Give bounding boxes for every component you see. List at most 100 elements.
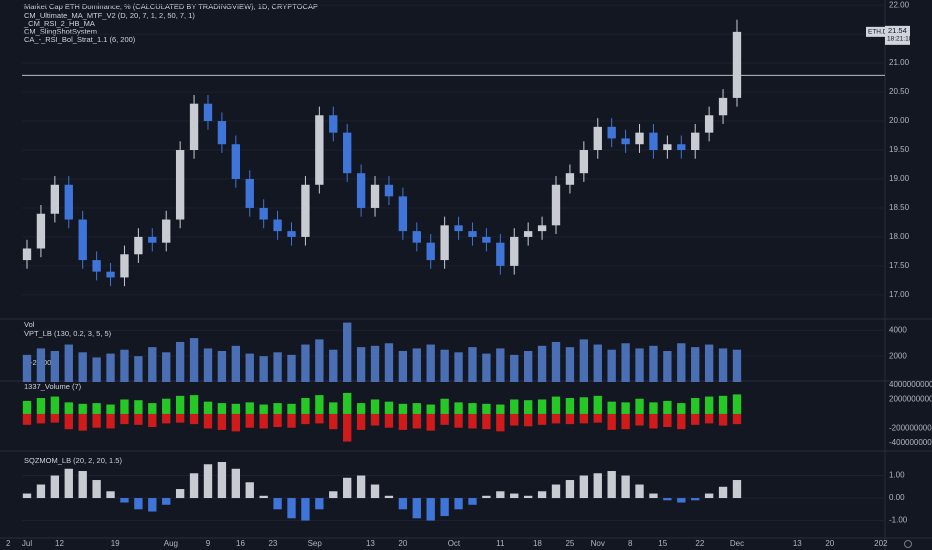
pane-title: 1337_Volume (7) <box>24 382 82 391</box>
candle-body <box>384 184 394 197</box>
bar <box>329 413 338 430</box>
bar <box>64 344 73 382</box>
y-tick-label: 18.50 <box>889 203 910 212</box>
x-tick-label: 13 <box>793 539 802 548</box>
bar <box>691 413 700 425</box>
bar <box>175 413 185 423</box>
candle-body <box>677 144 686 151</box>
bar <box>621 402 630 414</box>
candle-body <box>523 231 533 237</box>
candle-body <box>64 184 73 220</box>
y-tick-label: 17.50 <box>889 261 910 270</box>
bar <box>370 484 380 499</box>
x-tick-label: 13 <box>366 539 375 548</box>
candle-body <box>189 103 199 151</box>
bar <box>412 403 421 414</box>
candle-body <box>287 231 296 237</box>
bar <box>621 475 630 499</box>
candle-body <box>649 132 658 151</box>
bar <box>510 354 519 382</box>
bar <box>315 498 324 510</box>
bar <box>231 345 241 382</box>
countdown: 18:21:18 <box>887 36 913 43</box>
bar <box>189 338 199 382</box>
bar <box>245 402 254 414</box>
candle-body <box>175 150 185 220</box>
bar <box>426 498 435 521</box>
bar <box>203 348 213 382</box>
bar <box>691 498 700 501</box>
bar <box>565 347 575 382</box>
bar <box>496 413 505 432</box>
bar <box>482 495 491 499</box>
bar <box>343 392 352 414</box>
price-label: 21.54 <box>888 26 907 35</box>
candle-body <box>537 225 547 232</box>
bar <box>50 413 60 423</box>
candle-body <box>120 254 129 278</box>
bar <box>677 403 686 414</box>
bar <box>551 484 561 499</box>
x-tick-label: 19 <box>111 539 120 548</box>
bar <box>203 464 213 499</box>
bar <box>245 353 254 382</box>
candle-body <box>398 196 408 232</box>
bar <box>370 399 380 414</box>
bar <box>287 403 296 414</box>
bar <box>217 413 227 430</box>
bar <box>704 413 714 424</box>
y-tick-label: -4000000000.00 <box>889 438 932 447</box>
bar <box>78 413 87 431</box>
candle-body <box>635 132 644 145</box>
bar <box>120 349 129 382</box>
bar <box>287 413 296 428</box>
bar <box>92 357 101 382</box>
bar <box>329 491 338 499</box>
bar <box>677 413 686 430</box>
bar <box>537 413 547 425</box>
candle-body <box>329 115 338 133</box>
bar <box>607 413 616 430</box>
bar <box>162 398 171 414</box>
bar <box>482 413 491 430</box>
bar <box>259 413 268 429</box>
bar <box>273 498 282 510</box>
bar <box>510 493 519 499</box>
candle-body <box>704 115 714 133</box>
y-tick-label: 4000000000.00 <box>889 380 932 389</box>
bar <box>468 347 477 382</box>
bar <box>704 344 714 382</box>
bar <box>607 349 616 382</box>
settings-icon[interactable] <box>904 540 912 548</box>
bar <box>677 343 686 382</box>
bar <box>36 398 46 414</box>
candle-body <box>92 260 101 272</box>
bar <box>468 403 477 414</box>
bar <box>315 413 324 424</box>
bar <box>551 396 561 414</box>
bar <box>426 413 435 431</box>
bar <box>22 413 32 425</box>
bar <box>593 413 602 423</box>
indicator: _CM_RSI_2_HB_MA <box>23 19 95 28</box>
bar <box>134 356 143 382</box>
bar <box>273 413 282 428</box>
bar <box>273 352 282 382</box>
x-tick-label: 9 <box>206 539 211 548</box>
bar <box>704 396 714 414</box>
bar <box>468 413 477 429</box>
y-tick-label: 20.50 <box>889 87 910 96</box>
bar <box>259 495 268 499</box>
bar <box>384 401 394 414</box>
symbol-label: ETH.D <box>868 29 888 36</box>
bar <box>454 498 463 510</box>
candle-body <box>162 219 171 243</box>
candle-body <box>273 219 282 232</box>
bar <box>398 351 408 382</box>
bar <box>732 413 742 425</box>
bar <box>78 471 87 499</box>
bar <box>691 347 700 382</box>
bar <box>217 462 227 499</box>
bar <box>287 354 296 382</box>
